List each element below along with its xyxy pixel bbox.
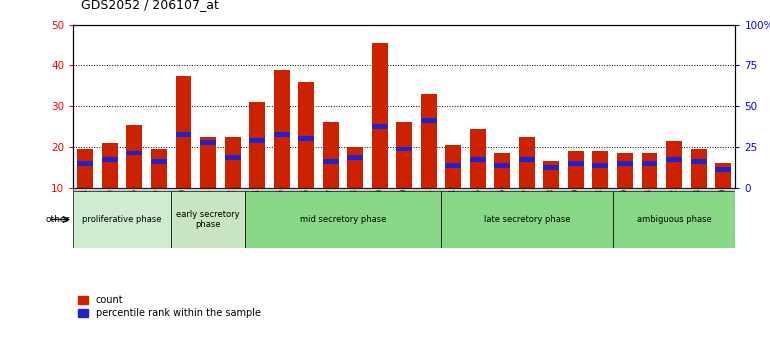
Bar bbox=[397, 122, 412, 188]
Legend: count, percentile rank within the sample: count, percentile rank within the sample bbox=[78, 295, 260, 318]
Text: GSM109830: GSM109830 bbox=[400, 188, 409, 234]
Text: GSM109824: GSM109824 bbox=[253, 188, 262, 234]
Text: GSM109818: GSM109818 bbox=[596, 188, 605, 234]
Text: GSM109834: GSM109834 bbox=[449, 188, 458, 234]
Bar bbox=[691, 149, 707, 188]
Text: GSM109829: GSM109829 bbox=[375, 188, 384, 234]
Bar bbox=[126, 125, 142, 188]
Bar bbox=[445, 145, 461, 188]
Bar bbox=[323, 122, 339, 188]
Bar bbox=[666, 141, 682, 188]
Bar bbox=[641, 161, 658, 166]
Text: GSM109837: GSM109837 bbox=[522, 188, 531, 234]
Text: GSM109833: GSM109833 bbox=[694, 188, 703, 234]
Text: other: other bbox=[45, 215, 69, 224]
Bar bbox=[568, 161, 584, 166]
Text: GSM109819: GSM109819 bbox=[621, 188, 630, 234]
Bar bbox=[494, 163, 511, 168]
Bar bbox=[441, 191, 613, 248]
Bar bbox=[666, 157, 682, 161]
Bar bbox=[617, 161, 633, 166]
Text: GSM109839: GSM109839 bbox=[571, 188, 581, 234]
Bar bbox=[445, 163, 461, 168]
Bar bbox=[273, 69, 290, 188]
Bar bbox=[544, 165, 559, 170]
Bar bbox=[249, 102, 265, 188]
Text: proliferative phase: proliferative phase bbox=[82, 215, 162, 224]
Bar bbox=[519, 157, 535, 161]
Bar bbox=[102, 157, 118, 161]
Bar bbox=[298, 136, 314, 141]
Bar bbox=[249, 138, 265, 143]
Bar bbox=[691, 159, 707, 164]
Bar bbox=[273, 132, 290, 137]
Bar bbox=[176, 132, 192, 137]
Text: GSM109815: GSM109815 bbox=[105, 188, 115, 234]
Text: GSM109814: GSM109814 bbox=[81, 188, 90, 234]
Bar bbox=[544, 161, 559, 188]
Text: GSM109826: GSM109826 bbox=[302, 188, 310, 234]
Text: late secretory phase: late secretory phase bbox=[484, 215, 570, 224]
Text: GSM109832: GSM109832 bbox=[670, 188, 678, 234]
Bar bbox=[613, 191, 735, 248]
Bar bbox=[494, 153, 511, 188]
Text: GSM109825: GSM109825 bbox=[277, 188, 286, 234]
Bar bbox=[151, 159, 167, 164]
Bar bbox=[78, 149, 93, 188]
Bar bbox=[151, 149, 167, 188]
Text: GDS2052 / 206107_at: GDS2052 / 206107_at bbox=[81, 0, 219, 11]
Text: GSM109827: GSM109827 bbox=[326, 188, 335, 234]
Text: GSM109831: GSM109831 bbox=[424, 188, 434, 234]
Bar bbox=[225, 155, 240, 160]
Bar bbox=[372, 43, 388, 188]
Bar bbox=[420, 118, 437, 123]
Bar bbox=[73, 191, 171, 248]
Text: GSM109828: GSM109828 bbox=[350, 188, 360, 234]
Bar bbox=[298, 82, 314, 188]
Bar bbox=[617, 153, 633, 188]
Bar bbox=[126, 150, 142, 155]
Text: ambiguous phase: ambiguous phase bbox=[637, 215, 711, 224]
Bar bbox=[347, 155, 363, 160]
Bar bbox=[568, 151, 584, 188]
Text: GSM109840: GSM109840 bbox=[718, 188, 728, 234]
Text: GSM109816: GSM109816 bbox=[130, 188, 139, 234]
Bar bbox=[171, 191, 245, 248]
Text: early secretory
phase: early secretory phase bbox=[176, 210, 240, 229]
Bar bbox=[641, 153, 658, 188]
Bar bbox=[347, 147, 363, 188]
Bar bbox=[78, 161, 93, 166]
Bar bbox=[176, 76, 192, 188]
Text: GSM109836: GSM109836 bbox=[498, 188, 507, 234]
Text: GSM109821: GSM109821 bbox=[203, 188, 213, 234]
Text: GSM109820: GSM109820 bbox=[179, 188, 188, 234]
Bar bbox=[420, 94, 437, 188]
Bar bbox=[592, 151, 608, 188]
Bar bbox=[470, 157, 486, 161]
Bar bbox=[102, 143, 118, 188]
Bar bbox=[200, 137, 216, 188]
Bar bbox=[470, 129, 486, 188]
Bar bbox=[592, 163, 608, 168]
Bar bbox=[323, 159, 339, 164]
Text: GSM109823: GSM109823 bbox=[645, 188, 654, 234]
Text: GSM109838: GSM109838 bbox=[547, 188, 556, 234]
Bar bbox=[225, 137, 240, 188]
Text: mid secretory phase: mid secretory phase bbox=[300, 215, 386, 224]
Text: GSM109817: GSM109817 bbox=[155, 188, 163, 234]
Bar bbox=[372, 124, 388, 129]
Bar bbox=[397, 147, 412, 152]
Text: GSM109822: GSM109822 bbox=[228, 188, 237, 234]
Bar bbox=[715, 163, 731, 188]
Text: GSM109835: GSM109835 bbox=[474, 188, 482, 234]
Bar bbox=[715, 167, 731, 172]
Bar bbox=[200, 141, 216, 145]
Bar bbox=[519, 137, 535, 188]
Bar bbox=[245, 191, 441, 248]
